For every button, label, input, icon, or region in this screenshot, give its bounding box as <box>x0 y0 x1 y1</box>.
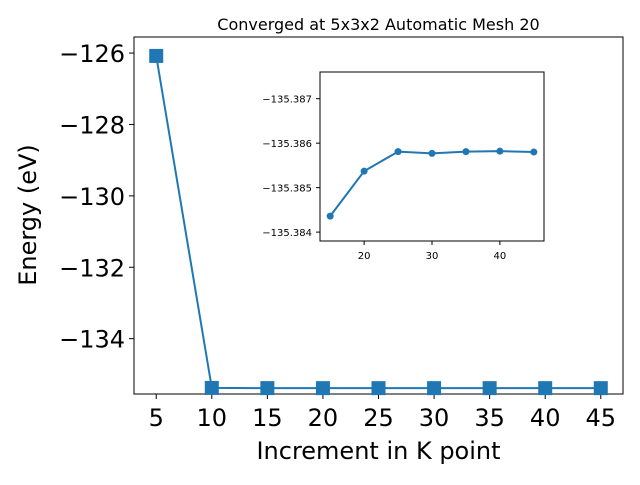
x-tick-label: 25 <box>363 404 394 432</box>
data-point <box>149 48 164 63</box>
y-tick-label: −135.385 <box>262 184 312 195</box>
x-tick-label: 5 <box>149 404 164 432</box>
x-tick-label: 20 <box>308 404 339 432</box>
y-tick-label: −130 <box>59 183 125 211</box>
x-tick-label: 20 <box>358 251 371 262</box>
chart-title: Converged at 5x3x2 Automatic Mesh 20 <box>217 15 539 34</box>
main-y-ticks: −126 −128 −130 −132 −134 <box>59 40 134 354</box>
data-point <box>360 167 368 175</box>
data-point <box>538 381 553 396</box>
data-point <box>427 381 442 396</box>
data-point <box>204 380 219 395</box>
y-tick-label: −132 <box>59 254 125 282</box>
data-point <box>496 147 504 155</box>
x-tick-label: 30 <box>419 404 450 432</box>
data-point <box>593 381 608 396</box>
x-tick-label: 40 <box>530 404 561 432</box>
inset-series <box>326 147 538 220</box>
data-point <box>394 148 402 156</box>
y-tick-label: −135.386 <box>262 139 312 150</box>
x-tick-label: 15 <box>252 404 283 432</box>
main-series <box>149 48 608 396</box>
x-axis-label: Increment in K point <box>256 437 500 465</box>
x-tick-label: 30 <box>426 251 439 262</box>
inset-y-ticks: −135.387 −135.386 −135.385 −135.384 <box>262 95 320 239</box>
x-tick-label: 40 <box>494 251 507 262</box>
data-point <box>315 381 330 396</box>
data-point <box>326 212 334 220</box>
data-point <box>462 148 470 156</box>
y-tick-label: −134 <box>59 326 125 354</box>
x-tick-label: 35 <box>474 404 505 432</box>
main-x-ticks: 5 10 15 20 25 30 35 40 45 <box>149 394 616 432</box>
y-tick-label: −135.387 <box>262 95 312 106</box>
inset-x-ticks: 20 30 40 <box>358 241 506 262</box>
x-tick-label: 45 <box>585 404 616 432</box>
data-point <box>428 149 436 157</box>
data-point <box>482 381 497 396</box>
data-point <box>260 381 275 396</box>
y-tick-label: −135.384 <box>262 228 312 239</box>
data-point <box>371 381 386 396</box>
y-tick-label: −128 <box>59 111 125 139</box>
data-point <box>530 148 538 156</box>
y-axis-label: Energy (eV) <box>14 144 42 286</box>
y-tick-label: −126 <box>59 40 125 68</box>
x-tick-label: 10 <box>197 404 228 432</box>
